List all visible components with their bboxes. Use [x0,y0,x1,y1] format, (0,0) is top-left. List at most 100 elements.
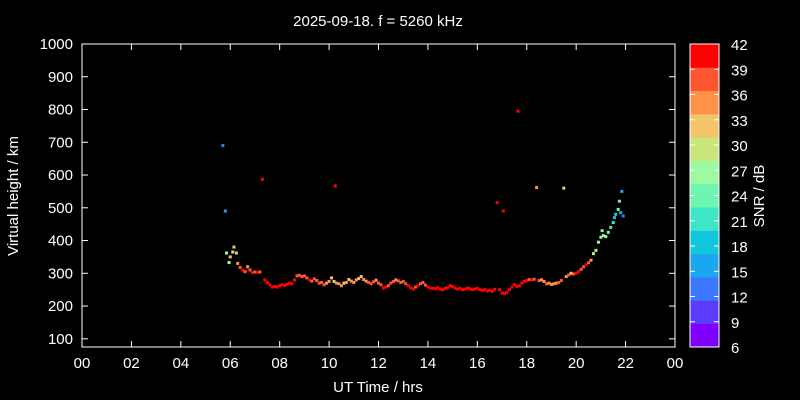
data-point [614,212,618,216]
data-point [507,288,511,292]
colorbar-tick-label: 39 [731,62,748,79]
data-point [501,209,505,213]
data-point [409,286,413,290]
data-point [446,286,450,290]
data-point [295,274,299,278]
colorbar-band [690,90,719,115]
data-point [557,280,561,284]
data-point [389,281,393,285]
colorbar-band [690,323,719,348]
colorbar-tick-label: 18 [731,239,748,256]
data-point [292,278,296,282]
data-point [542,279,546,283]
data-point [438,287,442,291]
colorbar-band [690,207,719,231]
data-point [515,284,519,288]
data-point [441,288,445,292]
data-point [470,288,474,292]
data-point [359,275,363,279]
data-point [354,278,358,282]
data-point [473,287,477,291]
data-point [520,281,524,285]
data-point [488,288,492,292]
data-point [495,201,499,205]
data-point [552,282,556,286]
data-point [228,255,232,259]
data-point [337,282,341,286]
data-point [621,214,625,218]
data-point [310,279,314,283]
y-tick-label: 700 [48,134,73,151]
data-point [342,281,346,285]
data-point [569,271,573,275]
data-point [500,291,504,295]
data-point [399,280,403,284]
data-point [333,184,337,188]
data-point [283,283,287,287]
data-point [517,284,521,288]
data-point [238,265,242,269]
colorbar-tick-label: 30 [731,138,748,155]
data-point [246,265,250,269]
data-point [483,288,487,292]
data-point [421,280,425,284]
data-point [596,240,600,244]
chart-title: 2025-09-18. f = 5260 kHz [293,13,463,30]
data-point [221,144,225,148]
data-point [404,282,408,286]
data-point [594,248,598,252]
colorbar-band [690,160,719,185]
data-point [332,279,336,283]
data-point [428,286,432,290]
colorbar-band [690,183,719,208]
data-point [443,286,447,290]
data-point [327,279,331,283]
data-point [582,265,586,269]
data-point [461,288,465,292]
data-point [436,286,440,290]
data-point [288,281,292,285]
data-point [307,278,311,282]
data-point [394,278,398,282]
data-point [612,216,616,220]
data-point [545,282,549,286]
data-point [579,267,583,271]
y-tick-label: 800 [48,102,73,119]
colorbar-band [690,300,719,325]
data-point [468,287,472,291]
data-point [616,207,620,211]
data-point [367,280,371,284]
data-point [530,278,534,282]
data-point [423,283,427,287]
colorbar-band [690,44,719,68]
data-point [510,285,514,289]
data-point [386,284,390,288]
data-point [448,284,452,288]
y-tick-label: 200 [48,298,73,315]
data-point [577,270,581,274]
data-point [587,261,591,265]
data-point [325,281,329,285]
data-point [505,290,509,294]
data-point [362,278,366,282]
x-tick-label: 18 [518,355,535,372]
data-point [453,286,457,290]
data-point [369,282,373,286]
data-point [567,273,571,277]
data-point [485,289,489,293]
data-point [516,109,520,113]
colorbar-label: SNR / dB [751,165,768,228]
data-point [352,280,356,284]
colorbar-tick-label: 24 [731,189,748,206]
data-point [381,286,385,290]
data-point [591,252,595,256]
data-point [315,279,319,283]
data-point [270,285,274,289]
data-point [290,282,294,286]
data-point [512,283,516,287]
data-point [268,283,272,287]
y-tick-label: 600 [48,167,73,184]
data-point [451,284,455,288]
colorbar-tick-label: 27 [731,163,748,180]
